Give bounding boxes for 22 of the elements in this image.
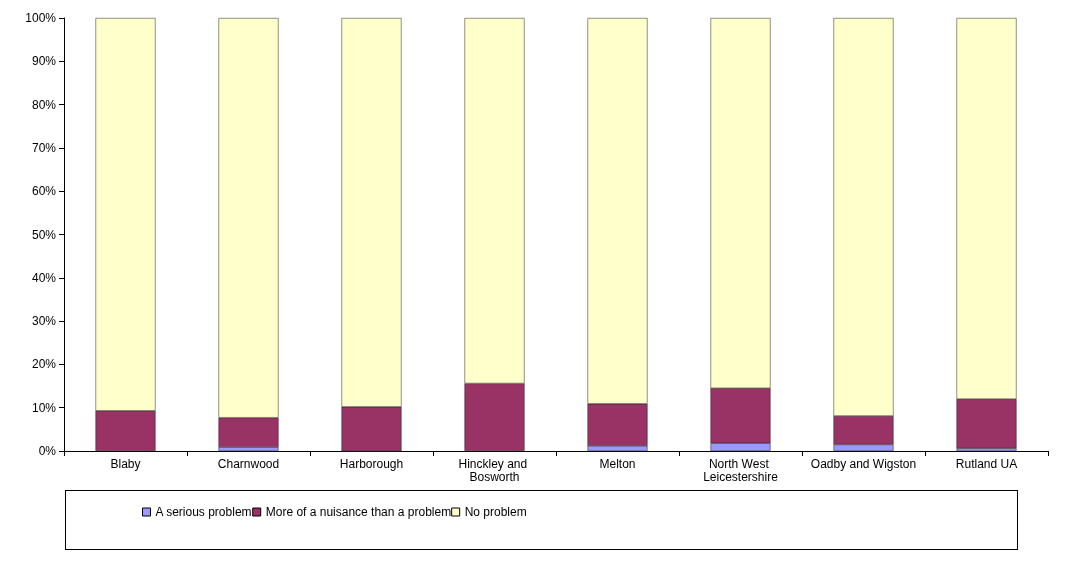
y-tick-label: 100% [25,11,57,25]
legend-label: No problem [464,505,527,519]
x-tick-label: Melton [599,456,636,471]
legend-label: A serious problem [155,505,252,519]
y-tick-label: 30% [31,314,57,329]
y-tick-label: 20% [31,357,57,372]
y-tick-label: 70% [31,140,57,155]
legend-label: More of a nuisance than a problem [265,505,452,519]
x-tick-label: North West Leicestershire [703,456,779,484]
y-tick-label: 80% [31,97,57,112]
x-tick-label: Hinckley and Bosworth [458,456,531,484]
y-tick-label: 50% [31,227,57,242]
y-tick-label: 40% [31,270,57,285]
x-tick-label: Harborough [339,456,404,471]
x-tick-label: Blaby [110,456,141,471]
x-tick-label: Oadby and Wigston [810,456,917,471]
y-tick-label: 0% [38,444,57,458]
x-tick-label: Charnwood [217,456,280,471]
x-tick-label: Rutland UA [955,456,1018,471]
y-tick-label: 90% [31,54,57,69]
y-tick-label: 10% [31,400,57,415]
y-tick-label: 60% [31,184,57,199]
